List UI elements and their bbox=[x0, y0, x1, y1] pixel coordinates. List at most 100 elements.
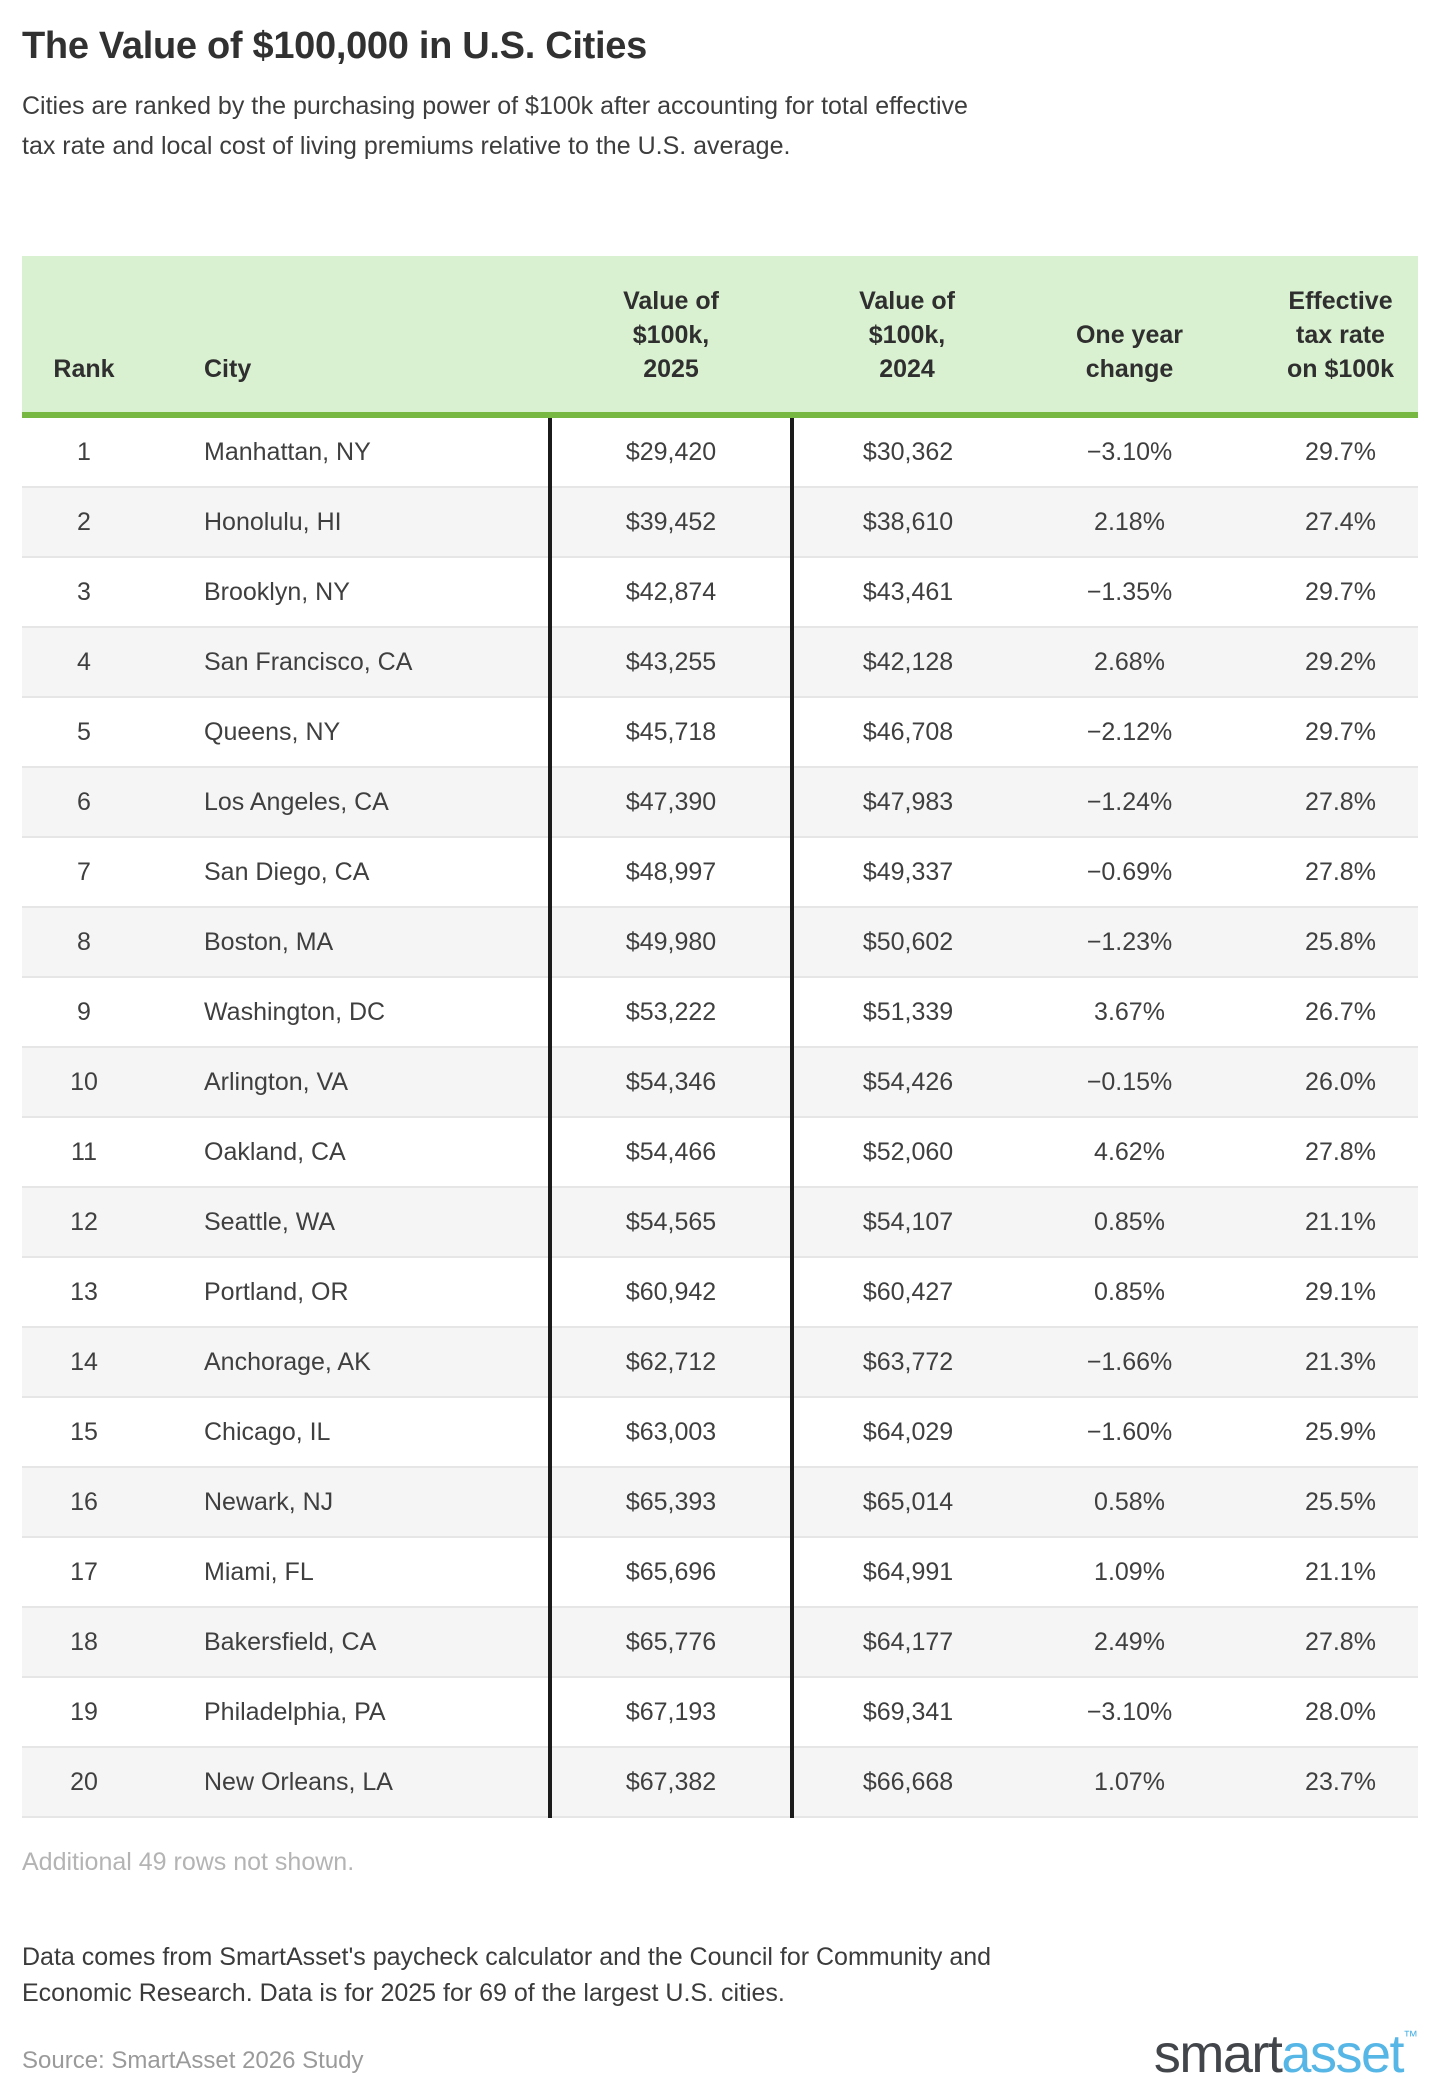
tax-rate-cell: 27.8% bbox=[1237, 766, 1418, 837]
footnote-line-2: Economic Research. Data is for 2025 for … bbox=[22, 1979, 785, 2007]
logo-text-smart: smart bbox=[1153, 2024, 1283, 2079]
rank-cell: 16 bbox=[22, 1466, 146, 1537]
tax-rate-cell: 28.0% bbox=[1237, 1676, 1418, 1747]
tax-rate-cell: 29.7% bbox=[1237, 414, 1418, 487]
column-header-one-year-change: One year change bbox=[1022, 256, 1237, 418]
city-cell: Newark, NJ bbox=[146, 1466, 550, 1537]
tax-rate-cell: 29.7% bbox=[1237, 696, 1418, 767]
one-year-change-cell: −3.10% bbox=[1022, 1676, 1237, 1747]
tax-rate-cell: 27.8% bbox=[1237, 1116, 1418, 1187]
one-year-change-cell: 1.07% bbox=[1022, 1746, 1237, 1818]
one-year-change-cell: −3.10% bbox=[1022, 414, 1237, 487]
tax-rate-cell: 26.7% bbox=[1237, 976, 1418, 1047]
value-2024-cell: $30,362 bbox=[790, 414, 1022, 487]
rank-cell: 9 bbox=[22, 976, 146, 1047]
value-2025-cell: $49,980 bbox=[548, 906, 792, 977]
value-2025-cell: $45,718 bbox=[548, 696, 792, 767]
table-body: 1 Manhattan, NY $29,420 $30,362 −3.10% 29.7% 2… bbox=[22, 414, 1418, 1818]
city-cell: Oakland, CA bbox=[146, 1116, 550, 1187]
city-cell: Honolulu, HI bbox=[146, 486, 550, 557]
tax-rate-cell: 29.2% bbox=[1237, 626, 1418, 697]
value-2025-cell: $39,452 bbox=[548, 486, 792, 557]
table-row: 9 Washington, DC $53,222 $51,339 3.67% 26.7% bbox=[22, 976, 1418, 1047]
one-year-change-cell: 1.09% bbox=[1022, 1536, 1237, 1607]
city-cell: Bakersfield, CA bbox=[146, 1606, 550, 1677]
one-year-change-cell: −1.24% bbox=[1022, 766, 1237, 837]
table-row: 5 Queens, NY $45,718 $46,708 −2.12% 29.7% bbox=[22, 696, 1418, 767]
value-2024-cell: $46,708 bbox=[790, 696, 1022, 767]
tax-rate-cell: 21.1% bbox=[1237, 1536, 1418, 1607]
data-footnote: Data comes from SmartAsset's paycheck ca… bbox=[22, 1939, 1418, 2011]
value-2024-cell: $43,461 bbox=[790, 556, 1022, 627]
rank-cell: 10 bbox=[22, 1046, 146, 1117]
one-year-change-cell: 2.68% bbox=[1022, 626, 1237, 697]
value-2025-cell: $53,222 bbox=[548, 976, 792, 1047]
page-title: The Value of $100,000 in U.S. Cities bbox=[22, 25, 647, 67]
footer-bar: Source: SmartAsset 2026 Study smartasset… bbox=[22, 2027, 1418, 2079]
rank-cell: 13 bbox=[22, 1256, 146, 1327]
value-2025-cell: $65,776 bbox=[548, 1606, 792, 1677]
one-year-change-cell: 0.85% bbox=[1022, 1256, 1237, 1327]
value-2024-cell: $65,014 bbox=[790, 1466, 1022, 1537]
brand-logo: smartasset™ bbox=[1154, 2027, 1418, 2079]
city-cell: Philadelphia, PA bbox=[146, 1676, 550, 1747]
page-subtitle: Cities are ranked by the purchasing powe… bbox=[22, 86, 1418, 166]
footnote-line-1: Data comes from SmartAsset's paycheck ca… bbox=[22, 1943, 992, 1971]
tax-rate-cell: 29.1% bbox=[1237, 1256, 1418, 1327]
one-year-change-cell: −1.35% bbox=[1022, 556, 1237, 627]
table-row: 12 Seattle, WA $54,565 $54,107 0.85% 21.1% bbox=[22, 1186, 1418, 1257]
value-2024-cell: $64,029 bbox=[790, 1396, 1022, 1467]
one-year-change-cell: 2.49% bbox=[1022, 1606, 1237, 1677]
city-cell: Chicago, IL bbox=[146, 1396, 550, 1467]
rank-cell: 17 bbox=[22, 1536, 146, 1607]
value-2025-cell: $29,420 bbox=[548, 414, 792, 487]
city-cell: Seattle, WA bbox=[146, 1186, 550, 1257]
rank-cell: 6 bbox=[22, 766, 146, 837]
city-cell: New Orleans, LA bbox=[146, 1746, 550, 1818]
tax-rate-cell: 25.8% bbox=[1237, 906, 1418, 977]
column-header-tax-rate: Effective tax rate on $100k bbox=[1237, 256, 1418, 418]
rank-cell: 5 bbox=[22, 696, 146, 767]
table-row: 2 Honolulu, HI $39,452 $38,610 2.18% 27.4% bbox=[22, 486, 1418, 557]
table-row: 13 Portland, OR $60,942 $60,427 0.85% 29.1% bbox=[22, 1256, 1418, 1327]
subtitle-line-2: tax rate and local cost of living premiu… bbox=[22, 132, 791, 160]
rank-cell: 12 bbox=[22, 1186, 146, 1257]
value-2025-cell: $54,346 bbox=[548, 1046, 792, 1117]
table-row: 11 Oakland, CA $54,466 $52,060 4.62% 27.8% bbox=[22, 1116, 1418, 1187]
value-2024-cell: $64,177 bbox=[790, 1606, 1022, 1677]
column-header-rank: Rank bbox=[22, 256, 146, 418]
table-row: 1 Manhattan, NY $29,420 $30,362 −3.10% 29.7% bbox=[22, 414, 1418, 487]
rank-cell: 3 bbox=[22, 556, 146, 627]
value-2025-cell: $65,696 bbox=[548, 1536, 792, 1607]
column-header-city: City bbox=[146, 256, 550, 418]
rank-cell: 8 bbox=[22, 906, 146, 977]
logo-trademark-symbol: ™ bbox=[1403, 2028, 1418, 2045]
value-2025-cell: $65,393 bbox=[548, 1466, 792, 1537]
value-2024-cell: $42,128 bbox=[790, 626, 1022, 697]
table-row: 4 San Francisco, CA $43,255 $42,128 2.68% 29.… bbox=[22, 626, 1418, 697]
ranking-table: Rank City Value of $100k, 2025 Value of … bbox=[22, 256, 1418, 1818]
city-cell: Miami, FL bbox=[146, 1536, 550, 1607]
value-2024-cell: $66,668 bbox=[790, 1746, 1022, 1818]
rank-cell: 15 bbox=[22, 1396, 146, 1467]
table-row: 3 Brooklyn, NY $42,874 $43,461 −1.35% 29.7% bbox=[22, 556, 1418, 627]
value-2025-cell: $48,997 bbox=[548, 836, 792, 907]
tax-rate-cell: 25.9% bbox=[1237, 1396, 1418, 1467]
subtitle-line-1: Cities are ranked by the purchasing powe… bbox=[22, 92, 968, 120]
one-year-change-cell: 0.58% bbox=[1022, 1466, 1237, 1537]
one-year-change-cell: 3.67% bbox=[1022, 976, 1237, 1047]
value-2024-cell: $47,983 bbox=[790, 766, 1022, 837]
rank-cell: 7 bbox=[22, 836, 146, 907]
one-year-change-cell: −0.69% bbox=[1022, 836, 1237, 907]
rank-cell: 1 bbox=[22, 414, 146, 487]
table-row: 19 Philadelphia, PA $67,193 $69,341 −3.10% 28… bbox=[22, 1676, 1418, 1747]
value-2025-cell: $54,565 bbox=[548, 1186, 792, 1257]
value-2025-cell: $63,003 bbox=[548, 1396, 792, 1467]
rank-cell: 2 bbox=[22, 486, 146, 557]
city-cell: Los Angeles, CA bbox=[146, 766, 550, 837]
value-2024-cell: $49,337 bbox=[790, 836, 1022, 907]
rank-cell: 11 bbox=[22, 1116, 146, 1187]
value-2025-cell: $43,255 bbox=[548, 626, 792, 697]
table-row: 16 Newark, NJ $65,393 $65,014 0.58% 25.5% bbox=[22, 1466, 1418, 1537]
one-year-change-cell: 2.18% bbox=[1022, 486, 1237, 557]
